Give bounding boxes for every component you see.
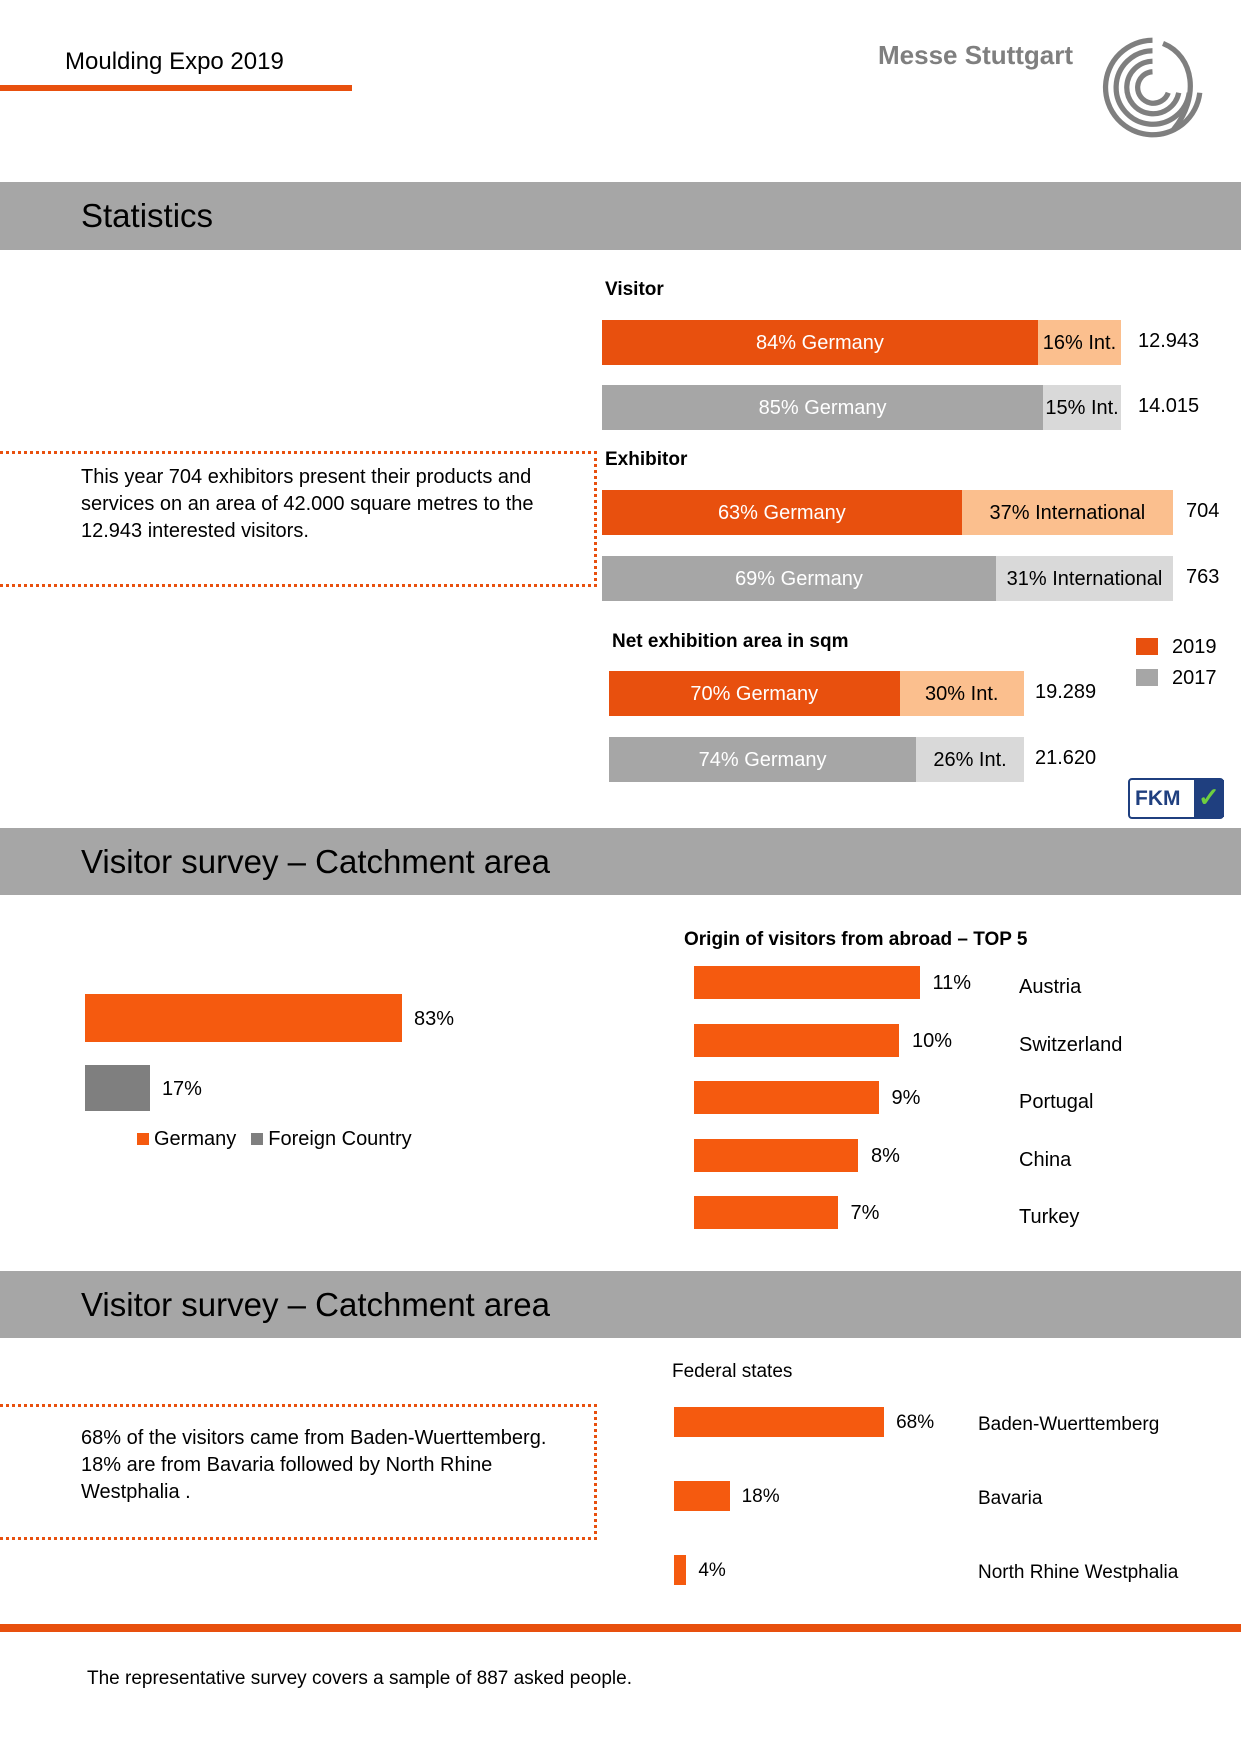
section-band: Visitor survey – Catchment area — [0, 1271, 1241, 1338]
value-label: 17% — [161, 1078, 202, 1100]
category-label: Portugal — [1019, 1091, 1094, 1113]
bar — [694, 1138, 858, 1172]
bar-international — [899, 671, 1024, 716]
section-title: Statistics — [81, 197, 214, 234]
category-label: Bavaria — [978, 1488, 1043, 1509]
section-title: Visitor survey – Catchment area — [81, 843, 550, 880]
bar-label: 84% Germany — [756, 332, 884, 354]
bar-label: 69% Germany — [735, 568, 863, 590]
category-label: Switzerland — [1019, 1033, 1123, 1056]
total: 12.943 — [1138, 330, 1200, 352]
value-label: 11% — [932, 972, 972, 994]
bar-label: 16% Int. — [1042, 332, 1117, 354]
bar — [674, 1481, 730, 1511]
value-label: 8% — [871, 1144, 900, 1167]
section-band: Visitor survey – Catchment area — [0, 828, 1241, 895]
footer-note: The representative survey covers a sampl… — [87, 1668, 632, 1689]
brand: Messe Stuttgart — [878, 40, 1074, 70]
bar — [85, 1065, 150, 1111]
badge-text: FKM — [1135, 787, 1181, 810]
note-text: 68% of the visitors came from Baden-Wuer… — [81, 1427, 547, 1503]
bar-label: 85% Germany — [758, 397, 887, 419]
bar-germany — [609, 671, 900, 716]
bar-label: 15% Int. — [1045, 397, 1119, 419]
category-label: Turkey — [1019, 1206, 1080, 1228]
legend-label: 2017 — [1172, 667, 1217, 689]
bar-germany — [602, 556, 996, 601]
group-label: Exhibitor — [605, 449, 688, 470]
total: 14.015 — [1138, 395, 1200, 417]
bar-label: 37% International — [989, 502, 1146, 524]
bar-label: 31% International — [1006, 568, 1163, 590]
bar-international — [916, 737, 1024, 782]
bar — [674, 1555, 687, 1585]
bar-international — [961, 490, 1173, 535]
total: 19.289 — [1035, 681, 1097, 703]
category-label: North Rhine Westphalia — [978, 1562, 1179, 1583]
header-rule — [0, 85, 352, 91]
legend-swatch — [251, 1133, 264, 1145]
badge: FKM ✓ — [1128, 778, 1224, 819]
bar-label: 63% Germany — [717, 502, 846, 524]
legend-label: Germany — [154, 1128, 237, 1150]
bar-international — [995, 556, 1173, 601]
note-text: This year 704 exhibitors present their p… — [81, 466, 534, 542]
bar — [85, 994, 403, 1042]
legend-swatch — [137, 1133, 149, 1145]
total: 21.620 — [1035, 747, 1097, 769]
value-label: 68% — [896, 1412, 935, 1433]
bar-germany — [602, 490, 962, 535]
header-title: Moulding Expo 2019 — [65, 48, 284, 75]
footer-rule — [0, 1624, 1241, 1632]
legend-label: Foreign Country — [268, 1128, 412, 1150]
bar-international — [1043, 385, 1121, 430]
badge-check: ✓ — [1194, 780, 1224, 817]
bar-label: 70% Germany — [690, 683, 819, 705]
bar-label: 26% Int. — [933, 749, 1007, 771]
bar-international — [1037, 320, 1121, 365]
bar-germany — [602, 320, 1038, 365]
category-label: China — [1019, 1148, 1072, 1171]
value-label: 7% — [850, 1202, 880, 1224]
bar — [674, 1407, 885, 1437]
bar — [694, 1196, 838, 1229]
note-box: This year 704 exhibitors present their p… — [0, 451, 597, 587]
note-box: 68% of the visitors came from Baden-Wuer… — [0, 1404, 597, 1540]
brand-logo — [1102, 37, 1203, 138]
bar-germany — [602, 385, 1044, 430]
value-label: 10% — [912, 1029, 953, 1052]
bar — [694, 1023, 899, 1057]
value-label: 83% — [414, 1008, 455, 1030]
section-title: Visitor survey – Catchment area — [81, 1286, 550, 1323]
legend-swatch — [1136, 669, 1158, 686]
total: 763 — [1186, 566, 1220, 588]
bar-label: 74% Germany — [698, 749, 827, 771]
bar — [694, 1081, 879, 1114]
chart-title: Federal states — [672, 1361, 793, 1382]
legend-label: 2019 — [1172, 636, 1217, 658]
value-label: 18% — [741, 1486, 780, 1507]
value-label: 9% — [891, 1087, 921, 1109]
legend-swatch — [1136, 638, 1158, 655]
value-label: 4% — [698, 1560, 726, 1581]
chart-title: Origin of visitors from abroad – TOP 5 — [684, 929, 1028, 950]
category-label: Austria — [1019, 976, 1082, 998]
total: 704 — [1186, 500, 1220, 522]
section-band: Statistics — [0, 182, 1241, 250]
category-label: Baden-Wuerttemberg — [978, 1414, 1160, 1435]
group-label: Net exhibition area in sqm — [612, 631, 849, 652]
bar — [694, 966, 920, 999]
bar-germany — [609, 737, 917, 782]
group-label: Visitor — [605, 279, 664, 300]
bar-label: 30% Int. — [925, 683, 999, 705]
